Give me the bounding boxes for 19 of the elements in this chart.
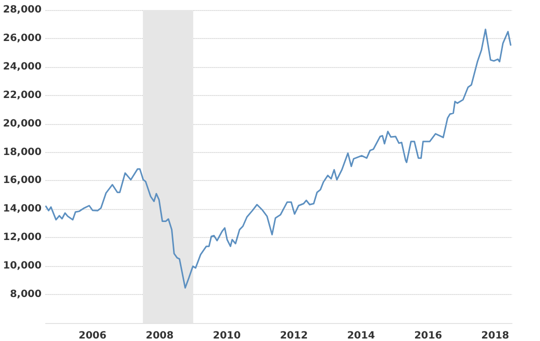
y-tick-label: 28,000: [2, 4, 42, 16]
y-tick-label: 12,000: [2, 232, 42, 244]
x-tick-label: 2012: [280, 330, 308, 341]
y-tick-label: 22,000: [2, 90, 42, 101]
y-tick-label: 8,000: [10, 289, 42, 300]
y-tick-label: 24,000: [2, 61, 42, 72]
y-tick-label: 16,000: [2, 175, 42, 186]
x-tick-label: 2008: [146, 330, 174, 341]
y-tick-label: 26,000: [2, 32, 42, 44]
x-tick-label: 2010: [212, 330, 241, 341]
x-tick-label: 2016: [414, 330, 442, 341]
line-series: [45, 28, 512, 289]
y-tick-label: 20,000: [2, 118, 42, 130]
x-tick-label: 2014: [347, 330, 375, 341]
y-tick-label: 18,000: [2, 146, 42, 158]
y-tick-label: 10,000: [2, 260, 42, 272]
x-tick-label: 2006: [78, 330, 107, 341]
x-tick-label: 2018: [481, 330, 510, 341]
y-tick-label: 14,000: [2, 204, 42, 215]
